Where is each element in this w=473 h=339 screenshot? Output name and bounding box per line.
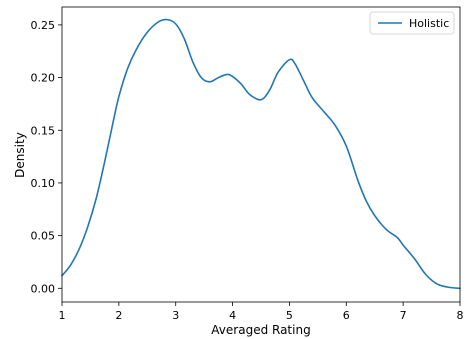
- x-axis-label: Averaged Rating: [211, 323, 310, 337]
- x-tick-label: 4: [229, 309, 236, 322]
- x-axis-ticks: 1 2 3 4 5 6 7 8: [59, 302, 464, 322]
- legend-label-holistic: Holistic: [409, 17, 449, 30]
- axes-frame: [61, 6, 461, 303]
- y-axis-label: Density: [13, 132, 27, 178]
- y-tick-label: 0.25: [31, 19, 56, 32]
- x-tick-label: 3: [172, 309, 179, 322]
- y-axis-ticks: 0.00 0.05 0.10 0.15 0.20 0.25: [31, 19, 62, 295]
- x-tick-label: 1: [59, 309, 66, 322]
- y-tick-label: 0.20: [31, 72, 56, 85]
- plot-area: [62, 7, 460, 302]
- x-tick-label: 8: [457, 309, 464, 322]
- x-tick-label: 5: [286, 309, 293, 322]
- axes-layer: [61, 6, 461, 303]
- y-tick-label: 0.15: [31, 124, 56, 137]
- data-layer: [61, 18, 461, 290]
- series-line-holistic: [61, 18, 461, 290]
- x-tick-label: 6: [343, 309, 350, 322]
- legend: Holistic: [369, 11, 455, 35]
- y-tick-label: 0.00: [31, 282, 56, 295]
- x-tick-label: 7: [400, 309, 407, 322]
- x-tick-label: 2: [115, 309, 122, 322]
- y-tick-label: 0.10: [31, 177, 56, 190]
- y-tick-label: 0.05: [31, 230, 56, 243]
- legend-box: [369, 11, 455, 35]
